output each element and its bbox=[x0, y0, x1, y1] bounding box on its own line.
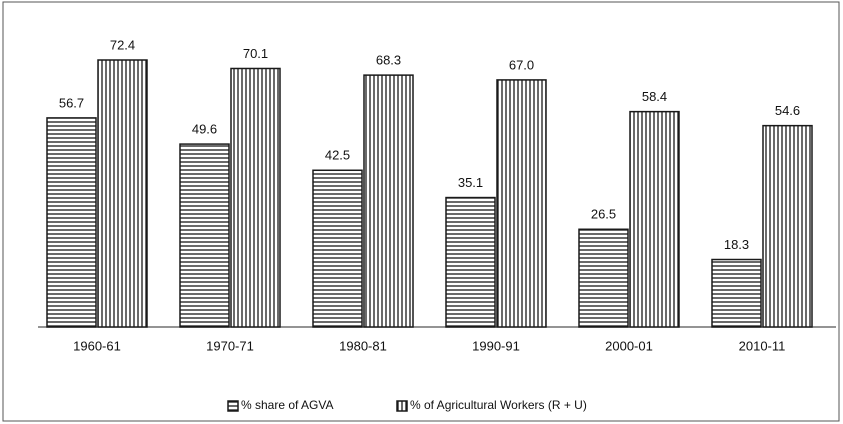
value-label: 67.0 bbox=[509, 57, 534, 72]
value-label: 42.5 bbox=[325, 148, 350, 163]
bar bbox=[97, 59, 148, 328]
value-label: 18.3 bbox=[724, 237, 749, 252]
bar bbox=[711, 258, 762, 328]
value-label: 58.4 bbox=[642, 89, 667, 104]
x-tick-label: 1980-81 bbox=[339, 338, 387, 353]
value-label: 68.3 bbox=[376, 53, 401, 68]
bar bbox=[363, 74, 414, 328]
legend-label: % share of AGVA bbox=[241, 398, 334, 412]
legend-label: % of Agricultural Workers (R + U) bbox=[410, 398, 587, 412]
bar bbox=[230, 67, 281, 328]
value-label: 70.1 bbox=[243, 46, 268, 61]
x-tick-label: 1990-91 bbox=[472, 338, 520, 353]
value-label: 26.5 bbox=[591, 207, 616, 222]
bar bbox=[445, 196, 496, 328]
x-tick-label: 1970-71 bbox=[206, 338, 254, 353]
bar bbox=[46, 117, 97, 328]
bar bbox=[312, 169, 363, 328]
bar bbox=[629, 110, 680, 328]
legend-swatch bbox=[227, 400, 239, 412]
bar bbox=[496, 79, 547, 328]
x-tick-label: 1960-61 bbox=[73, 338, 121, 353]
legend: % share of AGVA % of Agricultural Workers… bbox=[227, 398, 587, 412]
x-tick-label: 2010-11 bbox=[739, 338, 786, 353]
value-label: 35.1 bbox=[458, 175, 483, 190]
x-tick-label: 2000-01 bbox=[605, 338, 653, 353]
value-label: 72.4 bbox=[110, 37, 135, 52]
bar bbox=[762, 124, 813, 328]
value-label: 56.7 bbox=[59, 95, 84, 110]
bar bbox=[578, 228, 629, 328]
bar bbox=[179, 143, 230, 328]
value-label: 54.6 bbox=[775, 103, 800, 118]
legend-swatch bbox=[396, 400, 408, 412]
value-label: 49.6 bbox=[192, 122, 217, 137]
